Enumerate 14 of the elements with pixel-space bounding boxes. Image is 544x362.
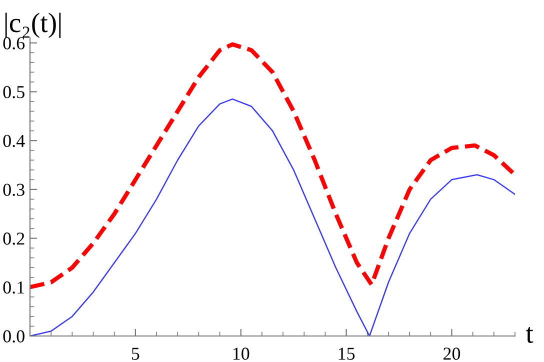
x-tick-label: 15 xyxy=(338,348,355,360)
x-axis-title: t xyxy=(526,327,534,343)
x-tick-label: 20 xyxy=(444,348,460,360)
x-tick-label: 10 xyxy=(233,348,250,360)
y-tick-label: 0.5 xyxy=(3,86,24,98)
y-tick-label: 0.6 xyxy=(3,37,25,50)
y-tick-label: 0.3 xyxy=(3,184,24,196)
y-tick-label: 0.2 xyxy=(3,232,24,245)
line-series xyxy=(30,42,515,290)
y-tick-label: 0.4 xyxy=(3,134,25,148)
y-tick-label: 0.1 xyxy=(3,281,24,294)
y-axis-title: |c₂(t)| xyxy=(5,12,61,38)
y-tick-label: 0.0 xyxy=(3,330,24,343)
x-tick-label: 5 xyxy=(132,348,140,360)
